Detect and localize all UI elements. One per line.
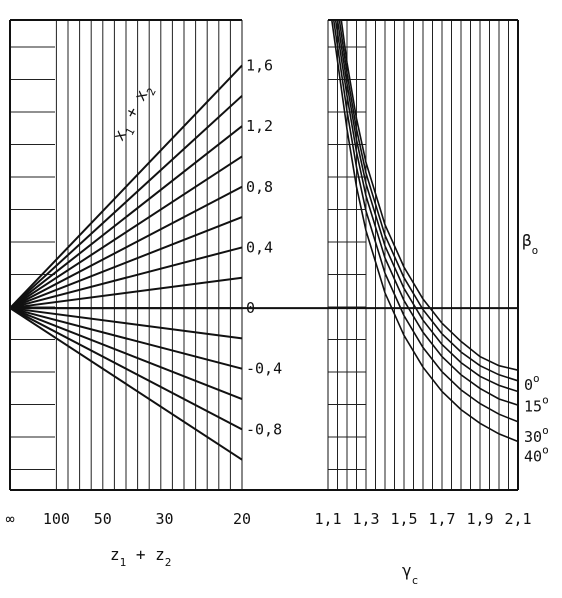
line-family--1	[9, 307, 243, 461]
line-family-0.2	[9, 276, 243, 310]
beta-curve-0	[340, 19, 519, 371]
beta-curve-1	[338, 19, 519, 382]
right-x-tick-label: 1,5	[390, 510, 417, 528]
left-panel-grid	[10, 20, 243, 490]
series-label-30: 30o	[524, 424, 549, 446]
left-x-tick-label: 50	[94, 510, 112, 528]
left-x-tick-label: ∞	[5, 510, 14, 528]
line-family--0.4	[9, 307, 243, 370]
series-label-40: 40o	[524, 443, 549, 465]
chart-labels: ∞ 100 50 30 20 1,1 1,3 1,5 1,7 1,9 2,1 1,6 1,2 0,8 0,4…	[5, 56, 548, 528]
line-family-value-label: 1,6	[246, 56, 273, 74]
line-family-0.6	[9, 216, 243, 309]
legend-title: βo	[522, 231, 538, 257]
left-x-tick-label: 100	[43, 510, 70, 528]
line-family-label: x1 + x2	[109, 81, 159, 146]
line-family--0.2	[9, 307, 243, 340]
line-family-1.6	[9, 64, 243, 309]
right-panel-curves	[331, 19, 519, 443]
right-x-tick-label: 1,9	[466, 510, 493, 528]
right-x-axis-label: γc	[402, 561, 418, 587]
right-x-tick-label: 1,7	[428, 510, 455, 528]
line-family-value-label: 0,8	[246, 178, 273, 196]
line-family-0.8	[9, 185, 243, 309]
left-x-tick-label: 20	[233, 510, 251, 528]
chart-frame	[9, 19, 519, 491]
line-family-value-label: 1,2	[246, 117, 273, 135]
beta-curve-4	[332, 19, 519, 423]
line-family--0.8	[9, 307, 243, 431]
left-panel-lines	[9, 64, 243, 461]
series-label-0: 0o	[524, 372, 540, 394]
beta-curve-3	[334, 19, 519, 406]
right-x-tick-label: 1,1	[314, 510, 341, 528]
beta-curve-2	[336, 19, 519, 393]
line-family-1.2	[9, 125, 243, 309]
line-family-value-label: 0,4	[246, 238, 273, 256]
line-family-1.4	[9, 95, 243, 309]
line-family-value-label: -0,4	[246, 360, 282, 378]
line-family-1	[9, 155, 243, 309]
beta-curve-5	[331, 19, 519, 443]
line-family--0.6	[9, 307, 243, 400]
series-label-15: 15o	[524, 393, 549, 415]
line-family-0.4	[9, 246, 243, 310]
left-x-tick-label: 30	[155, 510, 173, 528]
right-x-tick-label: 2,1	[504, 510, 531, 528]
line-family-value-label: 0	[246, 299, 255, 317]
left-x-axis-label: z1 + z2	[110, 545, 171, 569]
right-x-tick-label: 1,3	[352, 510, 379, 528]
right-panel-grid	[327, 20, 519, 490]
line-family-value-label: -0,8	[246, 420, 282, 438]
